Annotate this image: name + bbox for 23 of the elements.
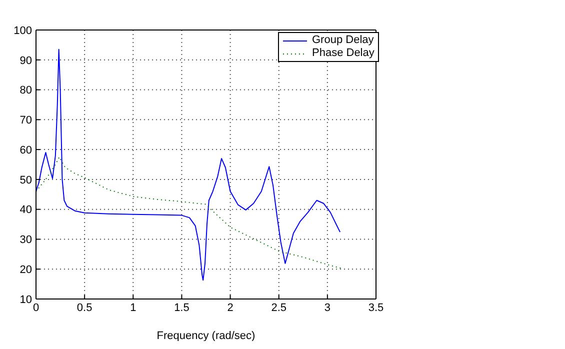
- x-tick-label: 0.5: [76, 302, 92, 314]
- x-tick-label: 2.5: [271, 302, 287, 314]
- x-axis-title: Frequency (rad/sec): [156, 330, 256, 342]
- y-tick-label: 80: [20, 84, 32, 97]
- y-tick-label: 60: [20, 144, 32, 156]
- x-tick-label: 1.5: [174, 302, 190, 314]
- y-tick-label: 30: [20, 234, 32, 246]
- x-tick-label: 1: [130, 302, 136, 314]
- line-series: [36, 156, 342, 269]
- y-tick-label: 10: [20, 294, 32, 306]
- x-tick-label: 2: [227, 302, 234, 314]
- x-tick-label: 3.5: [368, 302, 384, 314]
- y-tick-label: 20: [20, 264, 32, 276]
- x-tick-label: 0: [32, 302, 40, 314]
- y-tick-label: 40: [20, 204, 32, 216]
- y-tick-label: 100: [14, 24, 32, 37]
- line-series: [36, 48, 341, 281]
- legend-label: Phase Delay: [312, 47, 374, 60]
- y-tick-label: 50: [20, 174, 32, 186]
- legend-label: Group Delay: [312, 34, 374, 47]
- x-tick-label: 3: [324, 302, 330, 314]
- y-tick-label: 70: [20, 114, 32, 127]
- y-tick-label: 90: [20, 54, 32, 67]
